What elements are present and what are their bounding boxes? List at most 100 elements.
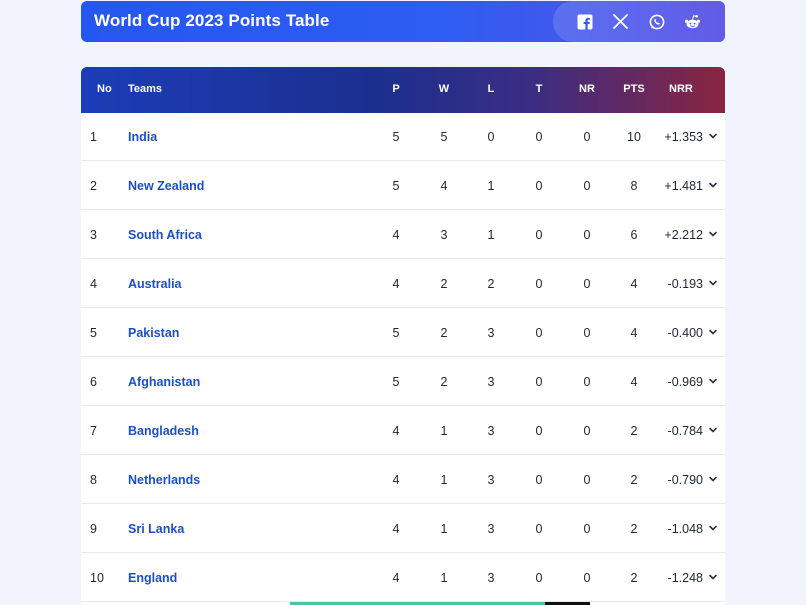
table-row[interactable]: 8 Netherlands 4 1 3 0 0 2 -0.790 [81,456,725,504]
points-cell: 10 [627,130,641,144]
won-cell: 1 [440,571,448,585]
lost-cell: 3 [487,326,495,340]
lost-cell: 3 [487,424,495,438]
played-cell: 4 [392,277,400,291]
rank-cell: 3 [90,228,97,242]
no-result-cell: 0 [583,375,591,389]
bottom-edge-strip [290,602,590,605]
reddit-icon[interactable] [684,13,701,30]
team-name-link[interactable]: Netherlands [128,473,201,487]
nrr-cell: -0.400 [667,326,703,340]
tied-cell: 0 [535,130,543,144]
chevron-down-icon[interactable] [708,474,718,484]
nrr-cell: +2.212 [664,228,703,242]
rank-cell: 2 [90,179,97,193]
lost-cell: 3 [487,375,495,389]
won-cell: 4 [440,179,448,193]
points-table: No Teams P W L T NR PTS NRR 1 India 5 5 0 0 0 1… [81,67,725,605]
rank-cell: 5 [90,326,97,340]
lost-cell: 2 [487,277,495,291]
chevron-down-icon[interactable] [708,278,718,288]
points-cell: 4 [630,277,638,291]
played-cell: 4 [392,424,400,438]
rank-cell: 9 [90,522,97,536]
team-name-link[interactable]: New Zealand [128,179,205,193]
team-name-link[interactable]: England [128,571,178,585]
team-name-link[interactable]: India [128,130,158,144]
table-row[interactable]: 3 South Africa 4 3 1 0 0 6 +2.212 [81,211,725,259]
rank-cell: 7 [90,424,97,438]
table-row[interactable]: 9 Sri Lanka 4 1 3 0 0 2 -1.048 [81,505,725,553]
no-result-cell: 0 [583,522,591,536]
no-result-cell: 0 [583,326,591,340]
team-name-link[interactable]: Sri Lanka [128,522,185,536]
rank-cell: 1 [90,130,97,144]
points-cell: 8 [630,179,638,193]
chevron-down-icon[interactable] [708,180,718,190]
no-result-cell: 0 [583,571,591,585]
tied-cell: 0 [535,473,543,487]
chevron-down-icon[interactable] [708,572,718,582]
tied-cell: 0 [535,277,543,291]
chevron-down-icon[interactable] [708,229,718,239]
table-row[interactable]: 1 India 5 5 0 0 0 10 +1.353 [81,113,725,161]
column-header-won: W [438,83,450,95]
column-header-no: No [97,83,112,95]
tied-cell: 0 [535,228,543,242]
team-name-link[interactable]: Afghanistan [128,375,201,389]
played-cell: 5 [392,130,400,144]
won-cell: 2 [440,326,448,340]
table-row[interactable]: 10 England 4 1 3 0 0 2 -1.248 [81,554,725,602]
whatsapp-icon[interactable] [648,13,665,30]
x-icon[interactable] [612,13,629,30]
column-header-nrr: NRR [669,83,693,95]
chevron-down-icon[interactable] [708,327,718,337]
tied-cell: 0 [535,326,543,340]
tied-cell: 0 [535,424,543,438]
nrr-cell: +1.481 [664,179,703,193]
points-cell: 4 [630,375,638,389]
column-header-played: P [392,83,400,95]
played-cell: 5 [392,326,400,340]
team-name-link[interactable]: Australia [128,277,182,291]
lost-cell: 1 [487,228,495,242]
tied-cell: 0 [535,375,543,389]
rank-cell: 4 [90,277,97,291]
table-row[interactable]: 6 Afghanistan 5 2 3 0 0 4 -0.969 [81,358,725,406]
won-cell: 3 [440,228,448,242]
table-row[interactable]: 2 New Zealand 5 4 1 0 0 8 +1.481 [81,162,725,210]
column-header-teams: Teams [128,83,163,95]
team-name-link[interactable]: Pakistan [128,326,180,340]
chevron-down-icon[interactable] [708,376,718,386]
chevron-down-icon[interactable] [708,131,718,141]
table-row[interactable]: 5 Pakistan 5 2 3 0 0 4 -0.400 [81,309,725,357]
lost-cell: 0 [487,130,495,144]
won-cell: 1 [440,424,448,438]
no-result-cell: 0 [583,228,591,242]
rank-cell: 10 [90,571,104,585]
points-cell: 4 [630,326,638,340]
played-cell: 4 [392,522,400,536]
won-cell: 5 [440,130,448,144]
points-cell: 2 [630,473,638,487]
played-cell: 4 [392,473,400,487]
table-row[interactable]: 4 Australia 4 2 2 0 0 4 -0.193 [81,260,725,308]
column-header-points: PTS [623,83,645,95]
won-cell: 1 [440,522,448,536]
tied-cell: 0 [535,571,543,585]
table-row[interactable]: 7 Bangladesh 4 1 3 0 0 2 -0.784 [81,407,725,455]
nrr-cell: -0.969 [667,375,703,389]
team-name-link[interactable]: Bangladesh [128,424,199,438]
won-cell: 2 [440,277,448,291]
points-cell: 2 [630,571,638,585]
chevron-down-icon[interactable] [708,523,718,533]
column-header-lost: L [487,83,495,95]
points-table-header: World Cup 2023 Points Table [81,1,725,42]
played-cell: 5 [392,179,400,193]
chevron-down-icon[interactable] [708,425,718,435]
facebook-icon[interactable] [576,13,593,30]
lost-cell: 3 [487,571,495,585]
team-name-link[interactable]: South Africa [128,228,202,242]
points-cell: 6 [630,228,638,242]
tied-cell: 0 [535,179,543,193]
